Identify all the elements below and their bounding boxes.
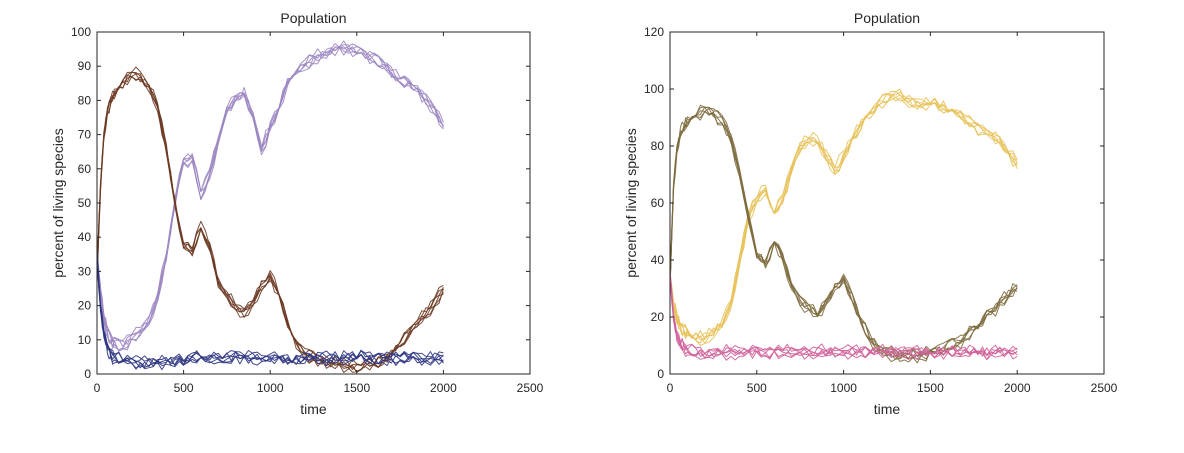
plot-right-y-axis-label: percent of living species <box>623 128 639 277</box>
plot-left-series-2-run-line <box>96 75 444 373</box>
plot-right: 0 500 1000 1500 2000 2500 0 20 40 60 80 100 120 Popu… <box>623 10 1118 417</box>
plot-right-y-tick-label: 40 <box>651 253 665 267</box>
plot-right-series-2-run-line <box>669 106 1018 359</box>
plot-right-series-3-run-line <box>669 270 1018 356</box>
plot-left-y-tick-label: 40 <box>78 230 92 244</box>
plot-left-series-1-run-line <box>96 46 444 352</box>
plot-left-y-tick-label: 60 <box>78 162 92 176</box>
plot-left-y-axis-label: percent of living species <box>50 128 66 277</box>
plot-right-lines <box>669 88 1018 364</box>
plot-left-series-3-run-line <box>96 251 444 367</box>
plot-left: 0 500 1000 1500 2000 2500 0 10 20 30 40 50 60 70 80 90 1… <box>50 10 544 417</box>
plot-left-series-2-run-line <box>96 72 444 367</box>
plot-left-y-tick-label: 20 <box>78 299 92 313</box>
plot-left-series-1-run-line <box>96 43 444 342</box>
plot-left-y-tick-label: 0 <box>84 367 91 381</box>
plot-left-x-axis-label: time <box>300 401 327 417</box>
plot-right-series-3-run-line <box>669 273 1018 357</box>
plot-right-y-tick-label: 100 <box>644 82 664 96</box>
plot-right-series-1-run-line <box>669 93 1018 344</box>
plot-right-series-1-run-line <box>669 88 1018 339</box>
plot-left-frame <box>96 31 531 375</box>
plot-left-series-2-run-line <box>96 73 444 373</box>
plot-right-y-tick-label: 80 <box>651 139 665 153</box>
plot-right-x-tick-label: 0 <box>667 381 674 395</box>
plot-right-series-1-run-line <box>669 91 1018 341</box>
plot-right-series-2-run-line <box>669 111 1018 362</box>
plot-right-x-tick-label: 1500 <box>917 381 944 395</box>
plot-left-title: Population <box>280 10 346 26</box>
plot-left-y-tick-label: 30 <box>78 264 92 278</box>
plot-right-frame <box>669 31 1105 375</box>
plot-right-series-1-run-line <box>669 96 1018 346</box>
plot-right-y-tick-label: 20 <box>651 310 665 324</box>
plot-left-series-3-run-line <box>96 255 444 371</box>
plot-left-y-tick-label: 100 <box>71 25 91 39</box>
plot-left-series-1-run-line <box>96 47 444 351</box>
plot-right-y-tick-label: 0 <box>657 367 664 381</box>
plot-left-series-3-run-line <box>96 256 444 369</box>
plot-right-series-3-run-line <box>669 271 1018 357</box>
plot-right-x-tick-label: 2500 <box>1091 381 1118 395</box>
plot-right-series-3-run-line <box>669 276 1018 361</box>
plot-right-y-tick-label: 60 <box>651 196 665 210</box>
plot-left-x-tick-label: 2500 <box>517 381 544 395</box>
plot-right-series-3-run-line <box>669 278 1018 360</box>
plot-left-series-3-run-line <box>96 250 444 364</box>
plot-left-ticks: 0 500 1000 1500 2000 2500 0 10 20 30 40 50 60 70 80 90 1… <box>71 25 544 395</box>
plot-right-x-tick-label: 2000 <box>1004 381 1031 395</box>
plot-left-y-tick-label: 90 <box>78 59 92 73</box>
plot-right-series-1-run-line <box>669 94 1018 344</box>
plot-right-series-2-run-line <box>669 106 1018 358</box>
plot-right-title: Population <box>854 10 920 26</box>
plot-right-y-tick-label: 120 <box>644 25 664 39</box>
plot-right-series-1-run-line <box>669 90 1018 340</box>
plot-left-x-tick-label: 1500 <box>343 381 370 395</box>
plot-left-lines <box>96 40 444 373</box>
plot-right-x-tick-label: 500 <box>747 381 767 395</box>
plot-left-x-tick-label: 1000 <box>257 381 284 395</box>
plot-right-ticks: 0 500 1000 1500 2000 2500 0 20 40 60 80 100 120 <box>644 25 1118 395</box>
plot-left-y-tick-label: 50 <box>78 196 92 210</box>
plot-left-y-tick-label: 80 <box>78 93 92 107</box>
plot-left-series-2-run-line <box>96 76 444 372</box>
plot-left-series-3-run-line <box>96 255 444 367</box>
plot-left-y-tick-label: 10 <box>78 333 92 347</box>
plot-right-x-axis-label: time <box>874 401 901 417</box>
plot-left-series-1-run-line <box>96 44 444 345</box>
plot-left-x-tick-label: 2000 <box>430 381 457 395</box>
plot-left-x-tick-label: 500 <box>174 381 194 395</box>
plot-right-series-2-run-line <box>669 104 1018 360</box>
plot-right-series-2-run-line <box>669 108 1018 364</box>
plot-right-x-tick-label: 1000 <box>830 381 857 395</box>
plot-left-x-tick-label: 0 <box>94 381 101 395</box>
plot-left-y-tick-label: 70 <box>78 128 92 142</box>
